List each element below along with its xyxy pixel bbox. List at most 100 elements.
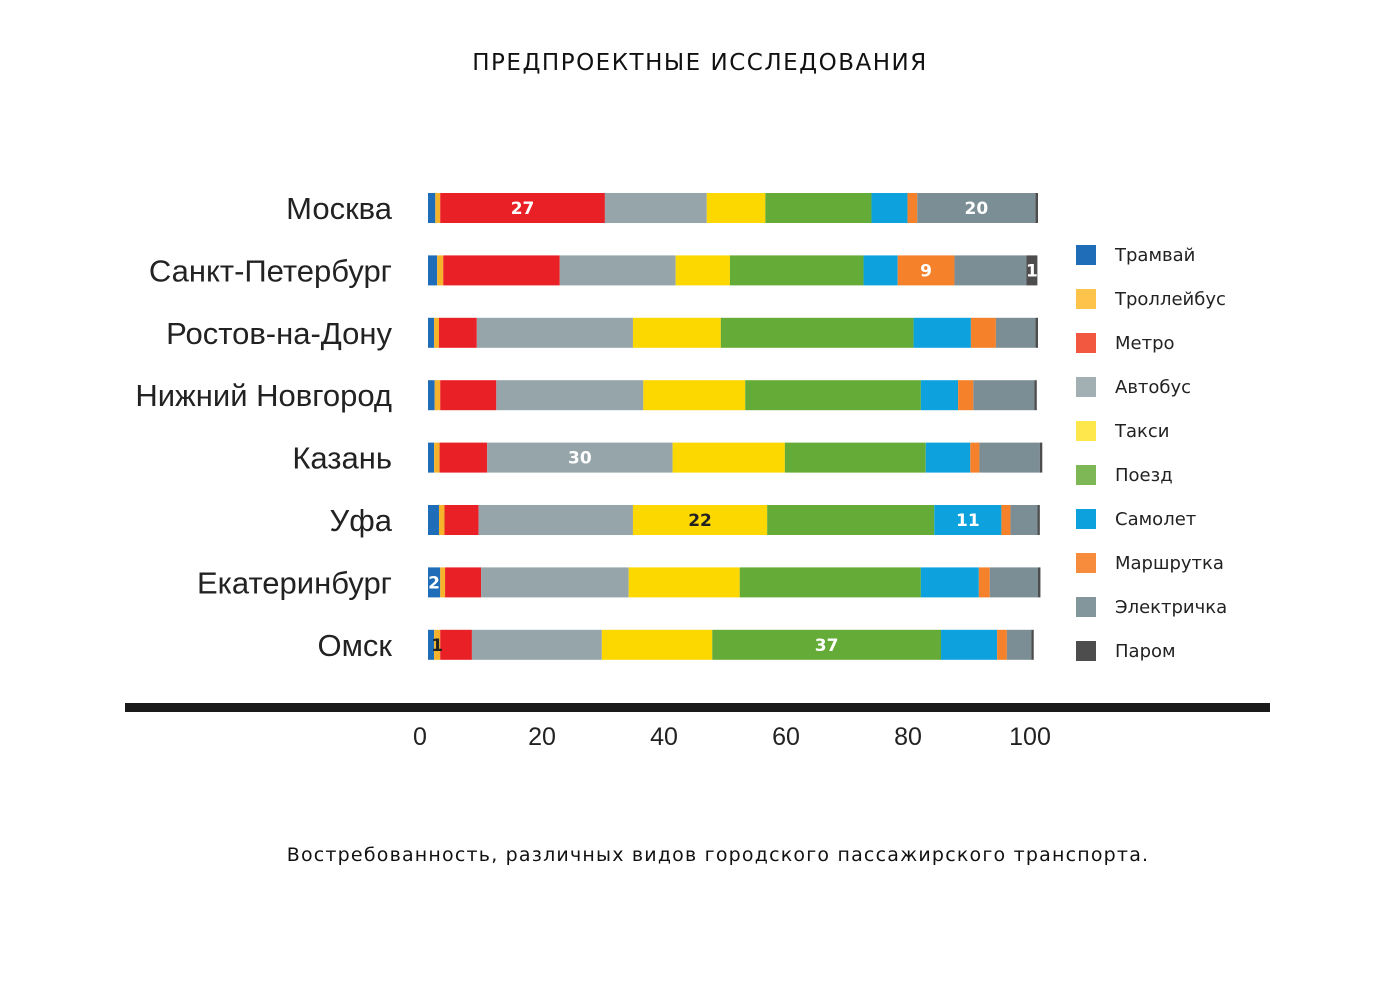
x-axis-ticks: 0 20 40 60 80 100 [413,723,1051,751]
bar-segment-moskva-poezd [765,193,872,223]
bar-segment-sankt-peterburg-poezd [729,255,864,286]
bar-segment-nizhniy-novgorod-samolet [920,380,959,411]
bar-segment-nizhniy-novgorod-trolleybus [434,380,441,411]
legend-swatch-marshrutka [1076,553,1096,573]
bar-segment-rostov-na-donu-avtobus [476,317,633,348]
data-label-kazan-avtobus: 30 [568,449,592,469]
legend-swatch-taksi [1076,421,1096,441]
data-label-moskva-metro: 27 [511,199,535,219]
category-label-ekaterinburg: Екатеринбург [197,565,392,600]
bar-segment-kazan-taksi [672,442,785,473]
bar-segment-ekaterinburg-samolet [920,567,979,598]
data-label-omsk-trolleybus: 1 [431,636,443,656]
bar-segment-ekaterinburg-taksi [628,567,740,598]
bar-segment-kazan-avtobus [487,442,673,473]
legend-label-tramvay: Трамвай [1114,245,1195,266]
legend-label-avtobus: Автобус [1115,377,1191,398]
bar-segment-kazan-samolet [925,442,971,473]
bar-segment-kazan-trolleybus [434,442,440,473]
bar-segment-ekaterinburg-poezd [739,567,921,598]
bar-segment-ufa-tramvay [428,505,439,535]
bar-segment-ufa-poezd [767,505,935,535]
bar-segment-kazan-metro [439,442,488,473]
bar-segment-moskva-parom [1035,193,1038,223]
legend-swatch-metro [1076,333,1096,353]
bar-segment-sankt-peterburg-parom [1026,255,1038,286]
legend-swatch-tramvay [1076,245,1096,265]
bar-segment-sankt-peterburg-samolet [863,255,898,286]
bar-segment-moskva-taksi [706,193,766,223]
bar-segment-nizhniy-novgorod-poezd [745,380,921,411]
bar-segment-moskva-avtobus [604,193,707,223]
bar-segment-sankt-peterburg-marshrutka [897,255,955,286]
bar-segment-ufa-metro [444,505,479,535]
bar-segment-rostov-na-donu-parom [1035,317,1038,348]
bar-segment-nizhniy-novgorod-tramvay [428,380,435,411]
bar-segment-sankt-peterburg-tramvay [428,255,438,286]
bar-segment-ufa-marshrutka [1001,505,1011,535]
x-axis-line [125,703,1270,712]
bar-segment-omsk-marshrutka [997,629,1007,660]
bar-segment-nizhniy-novgorod-taksi [643,380,746,411]
page-title: ПРЕДПРОЕКТНЫЕ ИССЛЕДОВАНИЯ [472,50,928,76]
bar-segment-rostov-na-donu-samolet [913,317,971,348]
bar-segment-omsk-avtobus [471,629,602,660]
data-labels: 27 20 9 1 30 22 11 2 1 37 [428,199,1038,656]
legend-label-samolet: Самолет [1115,509,1196,530]
bar-segment-ufa-taksi [632,505,768,535]
bar-segment-rostov-na-donu-marshrutka [970,317,996,348]
legend-label-poezd: Поезд [1115,465,1173,486]
bar-segment-ekaterinburg-elektrichka [989,567,1038,598]
data-label-ufa-taksi: 22 [688,511,712,531]
bar-segment-kazan-tramvay [428,442,435,473]
bar-segment-kazan-parom [1039,442,1043,473]
bar-segment-rostov-na-donu-metro [438,317,477,348]
bar-segment-nizhniy-novgorod-avtobus [496,380,644,411]
bar-segment-ufa-avtobus [478,505,633,535]
bar-segment-nizhniy-novgorod-marshrutka [958,380,974,411]
legend-label-metro: Метро [1115,333,1175,354]
bar-segment-ekaterinburg-metro [445,567,482,598]
data-label-moskva-elektrichka: 20 [965,199,989,219]
legend-label-elektrichka: Электричка [1115,597,1227,618]
bar-segment-ekaterinburg-marshrutka [978,567,990,598]
legend-label-trolleybus: Троллейбус [1114,289,1226,310]
legend-swatch-poezd [1076,465,1096,485]
bar-segment-ufa-parom [1037,505,1040,535]
bar-segment-nizhniy-novgorod-parom [1034,380,1037,411]
bar-segment-moskva-trolleybus [435,193,441,223]
bar-segment-kazan-marshrutka [970,442,980,473]
bar-segment-rostov-na-donu-elektrichka [995,317,1036,348]
bar-segment-ekaterinburg-parom [1038,567,1041,598]
data-label-sankt-peterburg-marshrutka: 9 [920,261,932,281]
bar-segment-omsk-parom [1031,629,1034,660]
legend-swatch-samolet [1076,509,1096,529]
data-label-ufa-samolet: 11 [956,511,980,531]
legend-swatch-trolleybus [1076,289,1096,309]
category-label-sankt-peterburg: Санкт-Петербург [149,253,392,288]
bar-segment-rostov-na-donu-taksi [632,317,721,348]
bar-segment-nizhniy-novgorod-metro [440,380,497,411]
bar-segment-kazan-elektrichka [979,442,1040,473]
bar-segment-sankt-peterburg-avtobus [559,255,676,286]
category-label-nizhniy-novgorod: Нижний Новгород [135,378,392,413]
legend-swatch-parom [1076,641,1096,661]
category-label-kazan: Казань [292,441,392,476]
bar-segment-ufa-samolet [934,505,1002,535]
bar-segment-omsk-trolleybus [434,629,441,660]
bar-segment-moskva-metro [440,193,605,223]
bar-segment-moskva-samolet [871,193,908,223]
category-label-moskva: Москва [286,191,393,226]
bar-segment-ekaterinburg-tramvay [428,567,441,598]
category-label-omsk: Омск [318,628,393,663]
data-label-ekaterinburg-tramvay: 2 [428,573,440,593]
bar-segment-nizhniy-novgorod-elektrichka [973,380,1035,411]
bar-segment-omsk-samolet [941,629,998,660]
bar-segment-ufa-trolleybus [438,505,445,535]
legend: Трамвай Троллейбус Метро Автобус Такси Поезд С… [1076,245,1227,662]
x-tick-label-100: 100 [1009,723,1051,751]
bar-segment-sankt-peterburg-elektrichka [954,255,1027,286]
category-label-rostov-na-donu: Ростов-на-Дону [166,316,392,351]
bar-segment-rostov-na-donu-trolleybus [434,317,439,348]
